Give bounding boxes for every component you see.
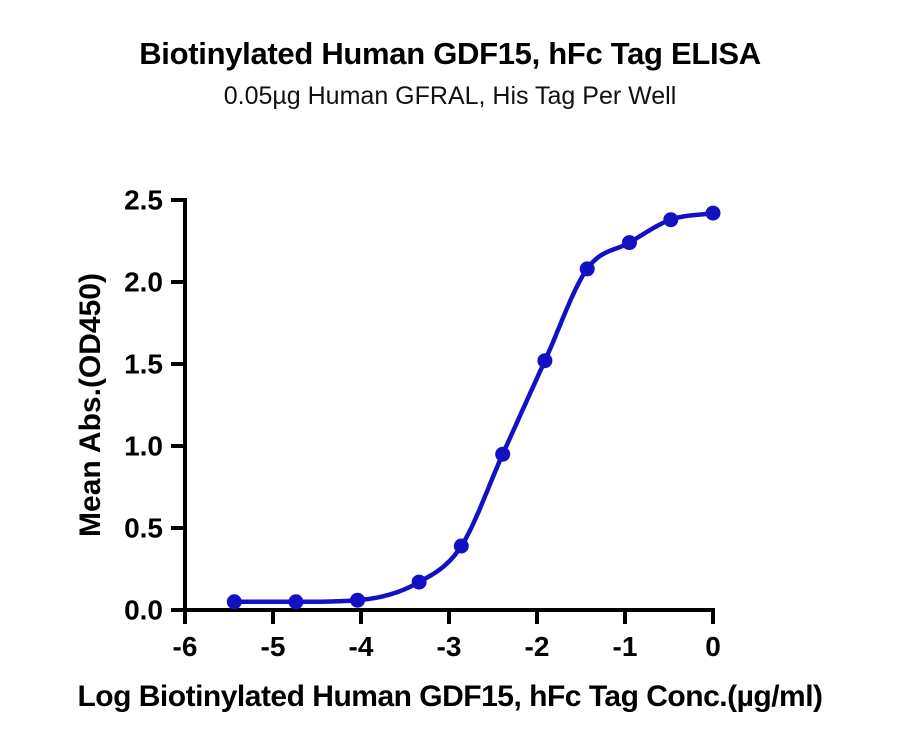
chart-subtitle: 0.05µg Human GFRAL, His Tag Per Well <box>223 82 677 110</box>
fit-curve <box>232 210 716 605</box>
y-tick-label: 0.0 <box>124 595 163 626</box>
x-tick-label: -5 <box>261 631 286 662</box>
y-tick-label: 1.5 <box>124 349 163 380</box>
data-point <box>411 574 427 590</box>
x-tick-label: -2 <box>525 631 550 662</box>
data-point <box>705 205 721 221</box>
data-point <box>495 446 511 462</box>
y-tick-label: 1.0 <box>124 431 163 462</box>
x-tick-label: -1 <box>613 631 638 662</box>
y-tick-label: 2.5 <box>124 185 163 216</box>
data-point <box>350 592 365 608</box>
x-tick-label: 0 <box>705 631 721 662</box>
x-tick-label: -3 <box>437 631 462 662</box>
y-axis-label: Mean Abs.(OD450) <box>74 273 107 537</box>
data-point <box>663 212 679 228</box>
data-point <box>288 594 304 610</box>
chart-title: Biotinylated Human GDF15, hFc Tag ELISA <box>139 36 761 71</box>
data-point <box>621 235 637 251</box>
data-point <box>453 538 469 554</box>
x-tick-label: -4 <box>349 631 374 662</box>
x-tick-label: -6 <box>173 631 198 662</box>
data-point <box>579 261 595 277</box>
x-axis-label: Log Biotinylated Human GDF15, hFc Tag Co… <box>77 680 823 713</box>
y-tick-label: 2.0 <box>124 267 163 298</box>
y-tick-label: 0.5 <box>124 513 163 544</box>
data-point <box>226 594 242 610</box>
data-point <box>537 353 553 369</box>
